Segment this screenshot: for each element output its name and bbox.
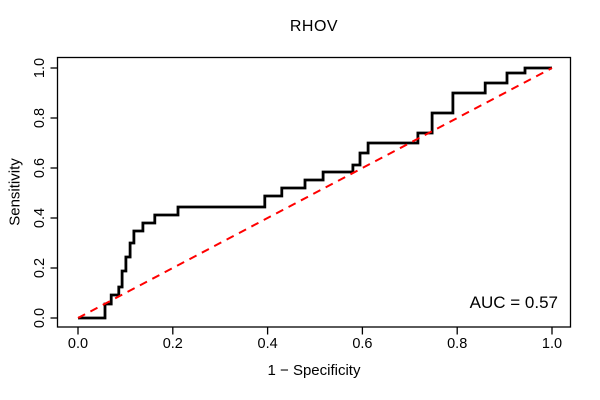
y-tick-label: 0.0 <box>32 308 48 328</box>
chance-diagonal-line <box>77 67 553 319</box>
auc-annotation: AUC = 0.57 <box>469 293 558 312</box>
x-tick-label: 1.0 <box>542 336 562 352</box>
x-tick-label: 0.8 <box>447 336 467 352</box>
x-tick-label: 0.0 <box>68 336 88 352</box>
x-tick-label: 0.2 <box>163 336 183 352</box>
x-axis-label: 1 − Specificity <box>267 362 361 379</box>
y-tick-label: 1.0 <box>32 58 48 78</box>
y-tick-label: 0.8 <box>32 108 48 128</box>
chart-title: RHOV <box>289 18 339 35</box>
y-tick-label: 0.2 <box>32 258 48 278</box>
x-tick-label: 0.4 <box>258 336 278 352</box>
plot-box <box>56 56 572 328</box>
roc-curve-line <box>78 66 552 320</box>
y-tick-label: 0.6 <box>32 158 48 178</box>
y-tick-label: 0.4 <box>32 208 48 228</box>
x-tick-label: 0.6 <box>352 336 372 352</box>
